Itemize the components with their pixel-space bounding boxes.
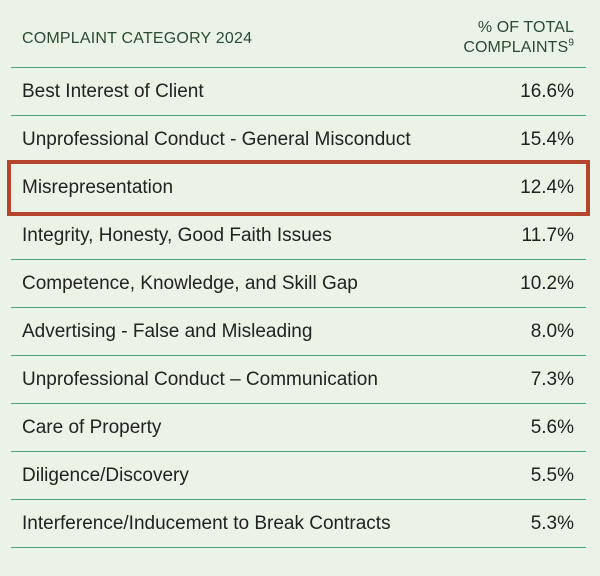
percent-cell: 15.4% [520,128,574,150]
percent-header-line2: COMPLAINTS [463,39,569,56]
percent-cell: 5.3% [530,512,574,534]
table-row: Interference/Inducement to Break Contrac… [11,500,586,548]
percent-cell: 16.6% [520,80,574,102]
table-row: Advertising - False and Misleading 8.0% [11,308,586,356]
percent-cell: 7.3% [530,368,574,390]
category-cell: Best Interest of Client [22,80,204,102]
percent-column-header: % OF TOTAL COMPLAINTS9 [463,18,574,58]
table-row: Unprofessional Conduct – Communication 7.… [11,356,586,404]
table-header: COMPLAINT CATEGORY 2024 % OF TOTAL COMPL… [11,0,586,68]
percent-cell: 8.0% [530,320,574,342]
complaint-table: COMPLAINT CATEGORY 2024 % OF TOTAL COMPL… [7,0,590,548]
percent-cell: 12.4% [520,176,574,198]
category-cell: Interference/Inducement to Break Contrac… [22,512,391,534]
category-column-header: COMPLAINT CATEGORY 2024 [22,30,253,47]
table-body: Best Interest of Client 16.6% Unprofession… [7,68,590,548]
table-row: Unprofessional Conduct - General Miscond… [11,116,586,164]
percent-cell: 5.5% [530,464,574,486]
table-row: Care of Property 5.6% [11,404,586,452]
category-cell: Integrity, Honesty, Good Faith Issues [22,224,332,246]
category-cell: Unprofessional Conduct – Communication [22,368,378,390]
footnote-marker: 9 [568,37,574,49]
category-cell: Misrepresentation [22,176,174,198]
category-cell: Diligence/Discovery [22,464,189,486]
percent-cell: 10.2% [520,272,574,294]
table-row-highlighted: Misrepresentation 12.4% [7,160,590,216]
category-cell: Unprofessional Conduct - General Miscond… [22,128,411,150]
percent-cell: 5.6% [530,416,574,438]
table-row: Diligence/Discovery 5.5% [11,452,586,500]
table-row: Competence, Knowledge, and Skill Gap 10.2… [11,260,586,308]
category-cell: Care of Property [22,416,162,438]
category-cell: Advertising - False and Misleading [22,320,313,342]
table-row: Integrity, Honesty, Good Faith Issues 11.… [11,212,586,260]
category-cell: Competence, Knowledge, and Skill Gap [22,272,358,294]
percent-header-line1: % OF TOTAL [477,19,574,36]
percent-cell: 11.7% [521,224,574,246]
table-row: Best Interest of Client 16.6% [11,68,586,116]
